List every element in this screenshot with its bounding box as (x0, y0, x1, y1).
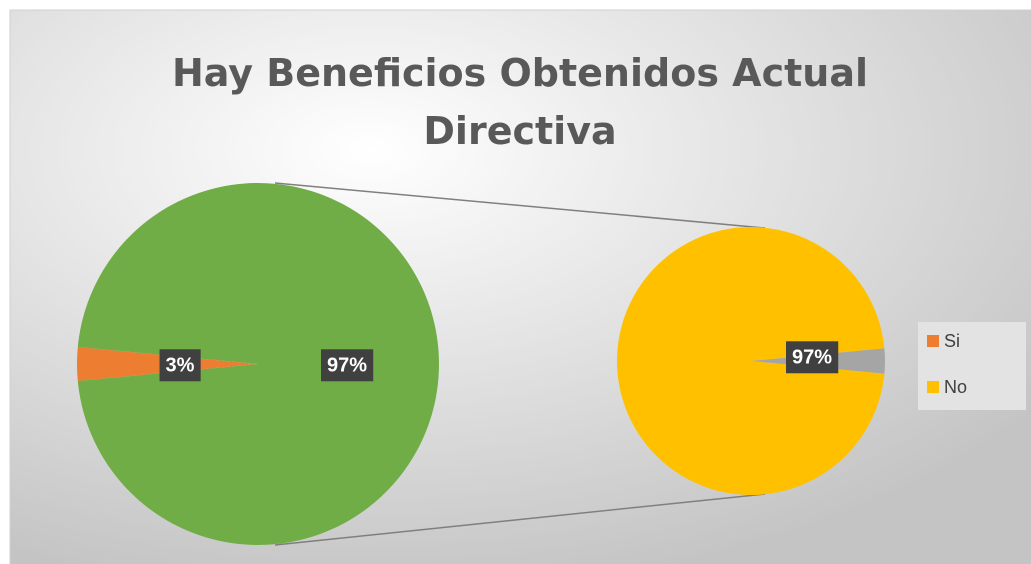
chart-title: Hay Beneficios Obtenidos Actual Directiv… (171, 51, 868, 153)
data-label: 97% (327, 354, 367, 376)
legend-label: Si (944, 331, 960, 351)
data-label-box (785, 341, 839, 374)
data-label-box (159, 349, 201, 382)
data-label: 3% (166, 354, 195, 376)
connector (274, 182, 766, 229)
legend-swatch (927, 335, 939, 347)
data-label-box (320, 349, 374, 382)
connector (274, 493, 766, 546)
pie-slice (616, 227, 885, 496)
pie-slice (77, 183, 439, 545)
legend-swatch (927, 381, 939, 393)
data-label: 97% (792, 346, 832, 368)
legend-label: No (944, 377, 967, 397)
